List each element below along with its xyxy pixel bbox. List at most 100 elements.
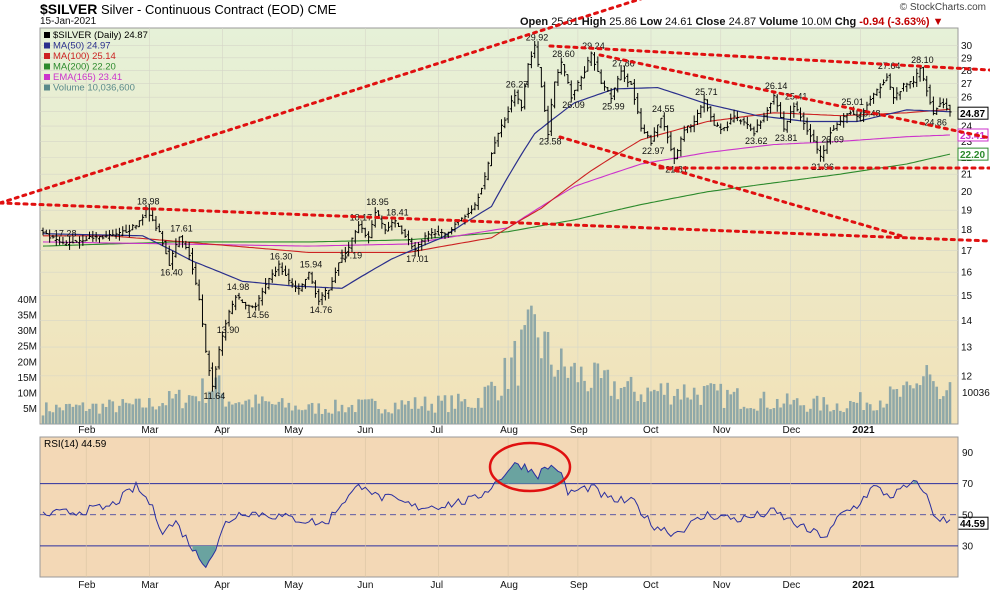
price-bar xyxy=(357,221,361,234)
volume-bar xyxy=(270,404,274,424)
volume-bar xyxy=(490,381,493,424)
price-bar xyxy=(795,101,799,112)
ma100-line xyxy=(43,108,951,253)
volume-bar xyxy=(805,411,809,424)
volume-bar xyxy=(932,381,935,424)
price-bar xyxy=(476,193,480,210)
price-bar xyxy=(636,92,640,115)
volume-bar xyxy=(516,385,520,424)
price-bar xyxy=(692,115,696,133)
price-bar xyxy=(214,366,218,390)
volume-bar xyxy=(716,390,719,424)
price-bar xyxy=(48,229,52,243)
volume-bar xyxy=(686,397,689,424)
price-bar xyxy=(695,109,700,125)
volume-bar xyxy=(357,399,360,424)
volume-bar xyxy=(74,404,78,424)
price-bar xyxy=(533,40,537,59)
price-bar xyxy=(788,105,793,123)
price-tick-label: 17 xyxy=(961,246,973,257)
price-bar xyxy=(347,241,351,257)
price-bar xyxy=(868,95,872,106)
volume-bar xyxy=(197,401,201,424)
price-bar xyxy=(247,304,251,312)
price-bar xyxy=(592,52,597,71)
volume-bar xyxy=(194,396,198,424)
volume-bar xyxy=(476,398,480,424)
volume-bar xyxy=(51,412,55,424)
price-bar xyxy=(297,283,301,295)
ema165-line xyxy=(42,134,951,247)
price-bar xyxy=(576,80,580,92)
volume-bar xyxy=(829,411,832,424)
svg-text:44.59: 44.59 xyxy=(960,519,985,530)
volume-bar xyxy=(297,409,301,424)
price-bar xyxy=(270,269,274,283)
volume-bar xyxy=(925,365,929,424)
price-extreme-label: 17.01 xyxy=(406,254,429,264)
volume-tick-label: 25M xyxy=(18,342,37,353)
volume-bar xyxy=(892,389,895,424)
legend-entry: MA(100) 25.14 xyxy=(53,51,116,62)
price-bar xyxy=(566,74,570,84)
price-bar xyxy=(755,119,759,133)
volume-tick-label: 15M xyxy=(18,373,37,384)
price-bar xyxy=(290,278,294,288)
price-bar xyxy=(97,236,102,243)
price-bar xyxy=(194,263,198,286)
price-bar xyxy=(742,117,746,126)
volume-bar xyxy=(290,410,294,424)
volume-bar xyxy=(340,404,344,424)
price-bar xyxy=(702,94,706,113)
price-bar xyxy=(234,295,238,311)
volume-bar xyxy=(456,393,460,424)
price-bar xyxy=(433,228,437,239)
price-bar xyxy=(539,67,543,88)
price-bar xyxy=(712,113,716,126)
volume-bar xyxy=(769,409,772,424)
price-bar xyxy=(875,88,879,96)
price-bar xyxy=(818,145,823,162)
volume-bar xyxy=(500,395,503,424)
price-bar xyxy=(878,83,882,99)
volume-bar xyxy=(330,413,334,424)
price-bar xyxy=(131,224,135,231)
volume-bar xyxy=(666,382,669,424)
price-bar xyxy=(612,87,617,101)
legend-swatch xyxy=(44,84,50,91)
price-bar xyxy=(413,242,417,256)
price-bar xyxy=(642,124,646,134)
price-bar xyxy=(137,220,141,228)
rsi-panel-bg xyxy=(39,436,959,578)
rsi-month-label: Aug xyxy=(500,580,518,591)
volume-bar xyxy=(835,403,839,424)
price-bar xyxy=(74,239,78,243)
volume-bar xyxy=(287,402,291,424)
volume-bar xyxy=(722,407,726,424)
volume-bar xyxy=(739,408,742,424)
price-bar xyxy=(91,230,95,242)
volume-bar xyxy=(420,406,424,424)
volume-bar xyxy=(719,383,723,424)
price-bar xyxy=(436,225,440,236)
volume-bar xyxy=(569,366,573,424)
price-bar xyxy=(207,350,211,376)
price-extreme-label: 25.01 xyxy=(841,97,864,107)
price-extreme-label: 29.92 xyxy=(526,33,549,43)
price-bar xyxy=(649,134,653,146)
volume-bar xyxy=(559,348,563,424)
volume-bar xyxy=(84,411,88,424)
volume-bar xyxy=(191,395,194,424)
price-bar xyxy=(503,117,507,129)
price-bar xyxy=(506,106,510,124)
price-tick-label: 24 xyxy=(961,122,973,133)
price-bar xyxy=(586,56,590,72)
price-extreme-label: 26.27 xyxy=(506,79,529,89)
price-bar xyxy=(682,125,686,142)
volume-bar xyxy=(526,309,530,424)
price-panel-bg xyxy=(39,27,959,425)
price-bar xyxy=(536,41,540,67)
price-bar xyxy=(825,138,829,154)
price-bar xyxy=(164,240,168,255)
volume-bar xyxy=(470,407,473,424)
